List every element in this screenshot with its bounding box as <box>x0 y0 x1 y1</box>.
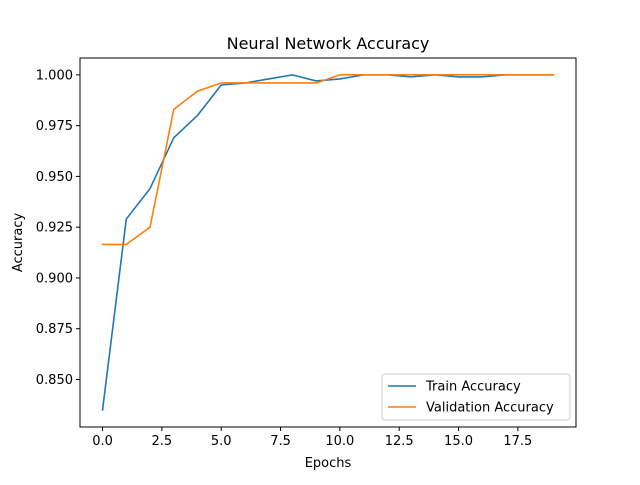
plot-frame <box>79 57 577 428</box>
y-tick-label: 0.975 <box>36 119 73 134</box>
y-tick-label: 0.950 <box>36 170 73 185</box>
legend-label-train-accuracy: Train Accuracy <box>425 380 521 395</box>
x-tick-label: 15.0 <box>444 434 473 449</box>
x-tick-label: 0.0 <box>92 434 113 449</box>
x-axis-label: Epochs <box>305 456 352 471</box>
y-axis-label: Accuracy <box>11 213 26 273</box>
y-axis-ticks: 0.850 0.875 0.900 0.925 0.950 0.975 1.000 <box>36 68 80 388</box>
x-tick-label: 7.5 <box>270 434 291 449</box>
y-tick-label: 0.850 <box>36 373 73 388</box>
x-tick-label: 5.0 <box>211 434 232 449</box>
legend-label-validation-accuracy: Validation Accuracy <box>426 401 554 416</box>
y-tick-label: 1.000 <box>36 68 73 83</box>
series-line-validation-accuracy <box>101 74 555 246</box>
y-tick-label: 0.900 <box>36 271 73 286</box>
chart-title: Neural Network Accuracy <box>227 34 430 53</box>
x-tick-label: 12.5 <box>385 434 414 449</box>
x-tick-label: 17.5 <box>503 434 532 449</box>
series-layer <box>101 74 555 411</box>
x-axis-ticks: 0.0 2.5 5.0 7.5 10.0 12.5 15.0 17.5 <box>92 427 532 449</box>
legend-box <box>381 373 571 421</box>
legend: Train Accuracy Validation Accuracy <box>381 373 571 421</box>
x-tick-label: 2.5 <box>152 434 173 449</box>
y-tick-label: 0.925 <box>36 221 73 236</box>
x-tick-label: 10.0 <box>325 434 354 449</box>
series-line-train-accuracy <box>101 74 555 411</box>
y-tick-label: 0.875 <box>36 322 73 337</box>
